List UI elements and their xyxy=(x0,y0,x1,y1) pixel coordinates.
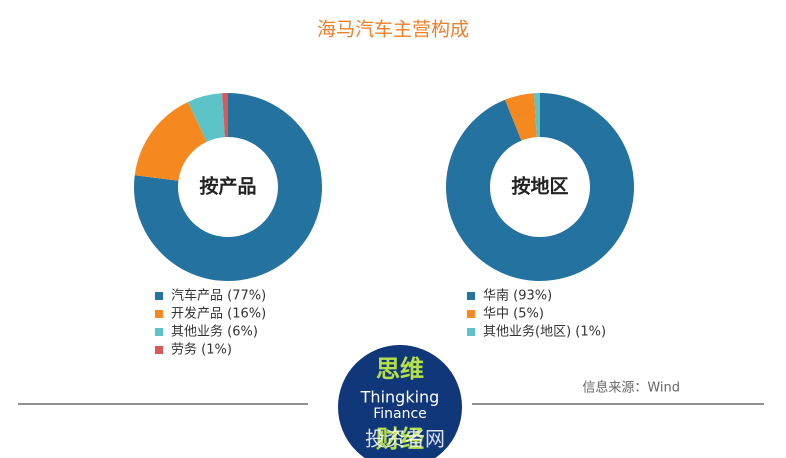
slice xyxy=(534,93,540,138)
legend-swatch xyxy=(155,310,163,318)
legend-swatch xyxy=(467,328,475,336)
legend-swatch xyxy=(467,292,475,300)
slice xyxy=(134,93,322,282)
legend-label: 其他业务(地区) (1%) xyxy=(483,324,606,340)
logo-line: Finance xyxy=(373,406,427,422)
logo-circle xyxy=(338,345,462,458)
legend-label: 华中 (5%) xyxy=(483,307,544,322)
legend-label: 劳务 (1%) xyxy=(171,342,232,358)
source: 信息来源：Wind xyxy=(582,380,680,396)
center-label: 按产品 xyxy=(199,175,256,198)
legend-label: 开发产品 (16%) xyxy=(171,306,266,322)
logo-top: 思维 xyxy=(376,355,424,383)
logo-bottom: 财经 xyxy=(376,425,424,453)
legend-swatch xyxy=(155,346,163,354)
legend-label: 华南 (93%) xyxy=(483,288,552,304)
slice xyxy=(222,93,228,138)
title: 海马汽车主营构成 xyxy=(317,19,469,41)
slice xyxy=(505,93,537,141)
watermark: 投资者网 xyxy=(365,427,445,451)
legend-label: 汽车产品 (77%) xyxy=(171,288,266,304)
legend-swatch xyxy=(155,328,163,336)
legend-label: 其他业务 (6%) xyxy=(171,324,258,340)
slice xyxy=(187,93,225,142)
legend-swatch xyxy=(467,310,475,318)
legend-swatch xyxy=(155,292,163,300)
slice xyxy=(134,101,207,181)
center-label: 按地区 xyxy=(511,175,568,198)
slice xyxy=(445,93,634,281)
logo-line: Thingking xyxy=(360,388,440,407)
